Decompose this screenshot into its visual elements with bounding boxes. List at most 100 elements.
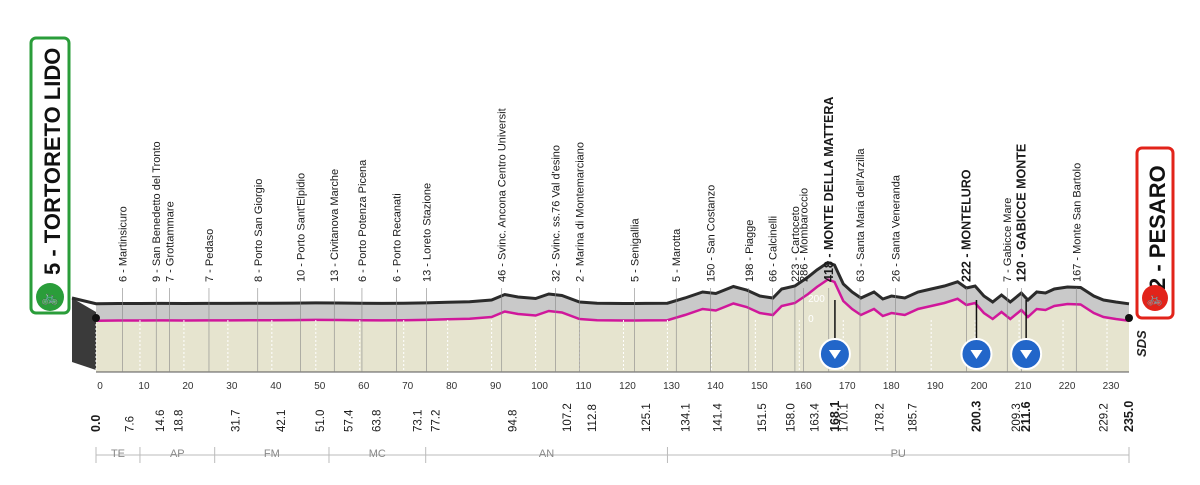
profile-face	[96, 279, 1129, 372]
climb-marker-arrow	[828, 350, 841, 359]
distance-label: 141.4	[713, 403, 725, 432]
waypoint-label: 26 - Santa Veneranda	[891, 174, 903, 282]
bike-icon-finish: 🚲	[1147, 291, 1163, 306]
profile-side	[72, 298, 96, 370]
waypoint-label: 7 - Grottammare	[164, 201, 176, 282]
distance-label: 134.1	[680, 403, 692, 432]
elevation-tick-label: 200	[808, 294, 825, 305]
waypoint-label: 150 - San Costanzo	[706, 185, 718, 282]
distance-label: 0.0	[89, 415, 103, 432]
km-tick-label: 140	[707, 381, 724, 392]
waypoint-label: 46 - Svinc. Ancona Centro Universit	[497, 108, 509, 282]
finish-badge: 2 - PESARO 🚲	[1135, 146, 1175, 320]
finish-label: 2 - PESARO	[1145, 165, 1170, 290]
km-tick-label: 130	[663, 381, 680, 392]
km-tick-label: 90	[490, 381, 502, 392]
waypoint-label: 222 - MONTELURO	[959, 169, 973, 282]
km-tick-label: 210	[1015, 381, 1032, 392]
km-tick-label: 220	[1059, 381, 1076, 392]
waypoint-label: 7 - Pedaso	[204, 229, 216, 282]
waypoint-label: 6 - Porto Potenza Picena	[357, 159, 369, 282]
distance-label: 31.7	[230, 410, 242, 432]
distance-label: 211.6	[1019, 401, 1033, 432]
distance-label: 178.2	[874, 403, 886, 432]
waypoint-label: 418 - MONTE DELLA MATTERA	[822, 97, 836, 282]
province-label: AP	[170, 448, 185, 460]
province-label: TE	[111, 448, 125, 460]
distance-label: 107.2	[562, 403, 574, 432]
km-tick-label: 230	[1103, 381, 1120, 392]
road-line	[95, 278, 1130, 323]
km-tick-label: 180	[883, 381, 900, 392]
bike-icon: 🚲	[41, 289, 58, 306]
km-tick-label: 60	[358, 381, 370, 392]
waypoint-label: 6 - Martinsicuro	[117, 206, 129, 282]
km-tick-label: 120	[619, 381, 636, 392]
km-tick-label: 40	[270, 381, 282, 392]
km-tick-label: 80	[446, 381, 458, 392]
elevation-tick-label: 0	[808, 314, 814, 325]
distance-label: 77.2	[430, 410, 442, 432]
distance-label: 57.4	[343, 409, 355, 432]
km-tick-label: 100	[531, 381, 548, 392]
waypoint-label: 223 - Cartoceto	[790, 206, 802, 282]
km-tick-label: 170	[839, 381, 856, 392]
distance-label: 63.8	[371, 410, 383, 432]
start-label: 5 - TORTORETO LIDO	[40, 48, 65, 275]
waypoint-label: 286 - Mombaroccio	[799, 188, 811, 282]
waypoint-label: 66 - Calcinelli	[768, 216, 780, 282]
km-tick-label: 160	[795, 381, 812, 392]
province-label: AN	[539, 448, 554, 460]
waypoint-label: 7 - Gabicce Mare	[1002, 198, 1014, 282]
km-tick-label: 10	[138, 381, 150, 392]
waypoint-label: 6 - Porto Recanati	[392, 193, 404, 282]
waypoint-label: 10 - Porto Sant'Elpidio	[295, 173, 307, 282]
distance-label: 42.1	[276, 410, 288, 432]
km-tick-label: 150	[751, 381, 768, 392]
km-tick-label: 200	[971, 381, 988, 392]
waypoint-label: 5 - Marotta	[671, 228, 683, 282]
distance-label: 94.8	[508, 410, 520, 432]
climb-marker-arrow	[1020, 350, 1033, 359]
distance-label: 185.7	[907, 403, 919, 432]
start-badge: 5 - TORTORETO LIDO 🚲	[29, 36, 71, 315]
climb-marker-arrow	[970, 350, 983, 359]
waypoint-label: 63 - Santa Maria dell'Arzilla	[855, 148, 867, 282]
distance-label: 125.1	[641, 403, 653, 432]
waypoint-label: 198 - Piagge	[744, 220, 756, 282]
distance-label: 73.1	[412, 410, 424, 432]
km-tick-label: 110	[576, 381, 592, 392]
province-label: PU	[891, 448, 906, 460]
waypoint-label: 13 - Civitanova Marche	[329, 169, 341, 282]
km-tick-label: 20	[182, 381, 194, 392]
distance-label: 151.5	[757, 403, 769, 432]
province-label: MC	[369, 448, 386, 460]
start-dot	[92, 314, 100, 322]
waypoint-label: 5 - Senigallia	[629, 218, 641, 282]
distance-label: 200.3	[969, 401, 983, 432]
km-tick-label: 50	[314, 381, 326, 392]
distance-label: 7.6	[124, 416, 136, 432]
distance-label: 14.6	[155, 410, 167, 432]
km-tick-label: 0	[97, 381, 103, 392]
distance-label: 51.0	[315, 410, 327, 432]
km-tick-label: 190	[927, 381, 944, 392]
km-tick-label: 70	[402, 381, 414, 392]
distance-label: 235.0	[1122, 401, 1136, 432]
distance-label: 170.1	[839, 403, 851, 432]
finish-dot	[1125, 314, 1133, 322]
distance-label: 229.2	[1099, 403, 1111, 432]
province-label: FM	[264, 448, 280, 460]
distance-label: 158.0	[786, 403, 798, 432]
distance-label: 163.4	[809, 403, 821, 432]
distance-label: 209.3	[1011, 403, 1023, 432]
distance-label: 18.8	[174, 410, 186, 432]
waypoint-label: 8 - Porto San Giorgio	[253, 179, 265, 282]
waypoint-label: 2 - Marina di Montemarciano	[575, 142, 587, 282]
waypoint-label: 9 - San Benedetto del Tronto	[151, 141, 163, 282]
profile-ridge	[71, 260, 1130, 306]
waypoint-label: 120 - GABICCE MONTE	[1014, 144, 1028, 282]
brand-logo: SDS	[1134, 330, 1149, 357]
